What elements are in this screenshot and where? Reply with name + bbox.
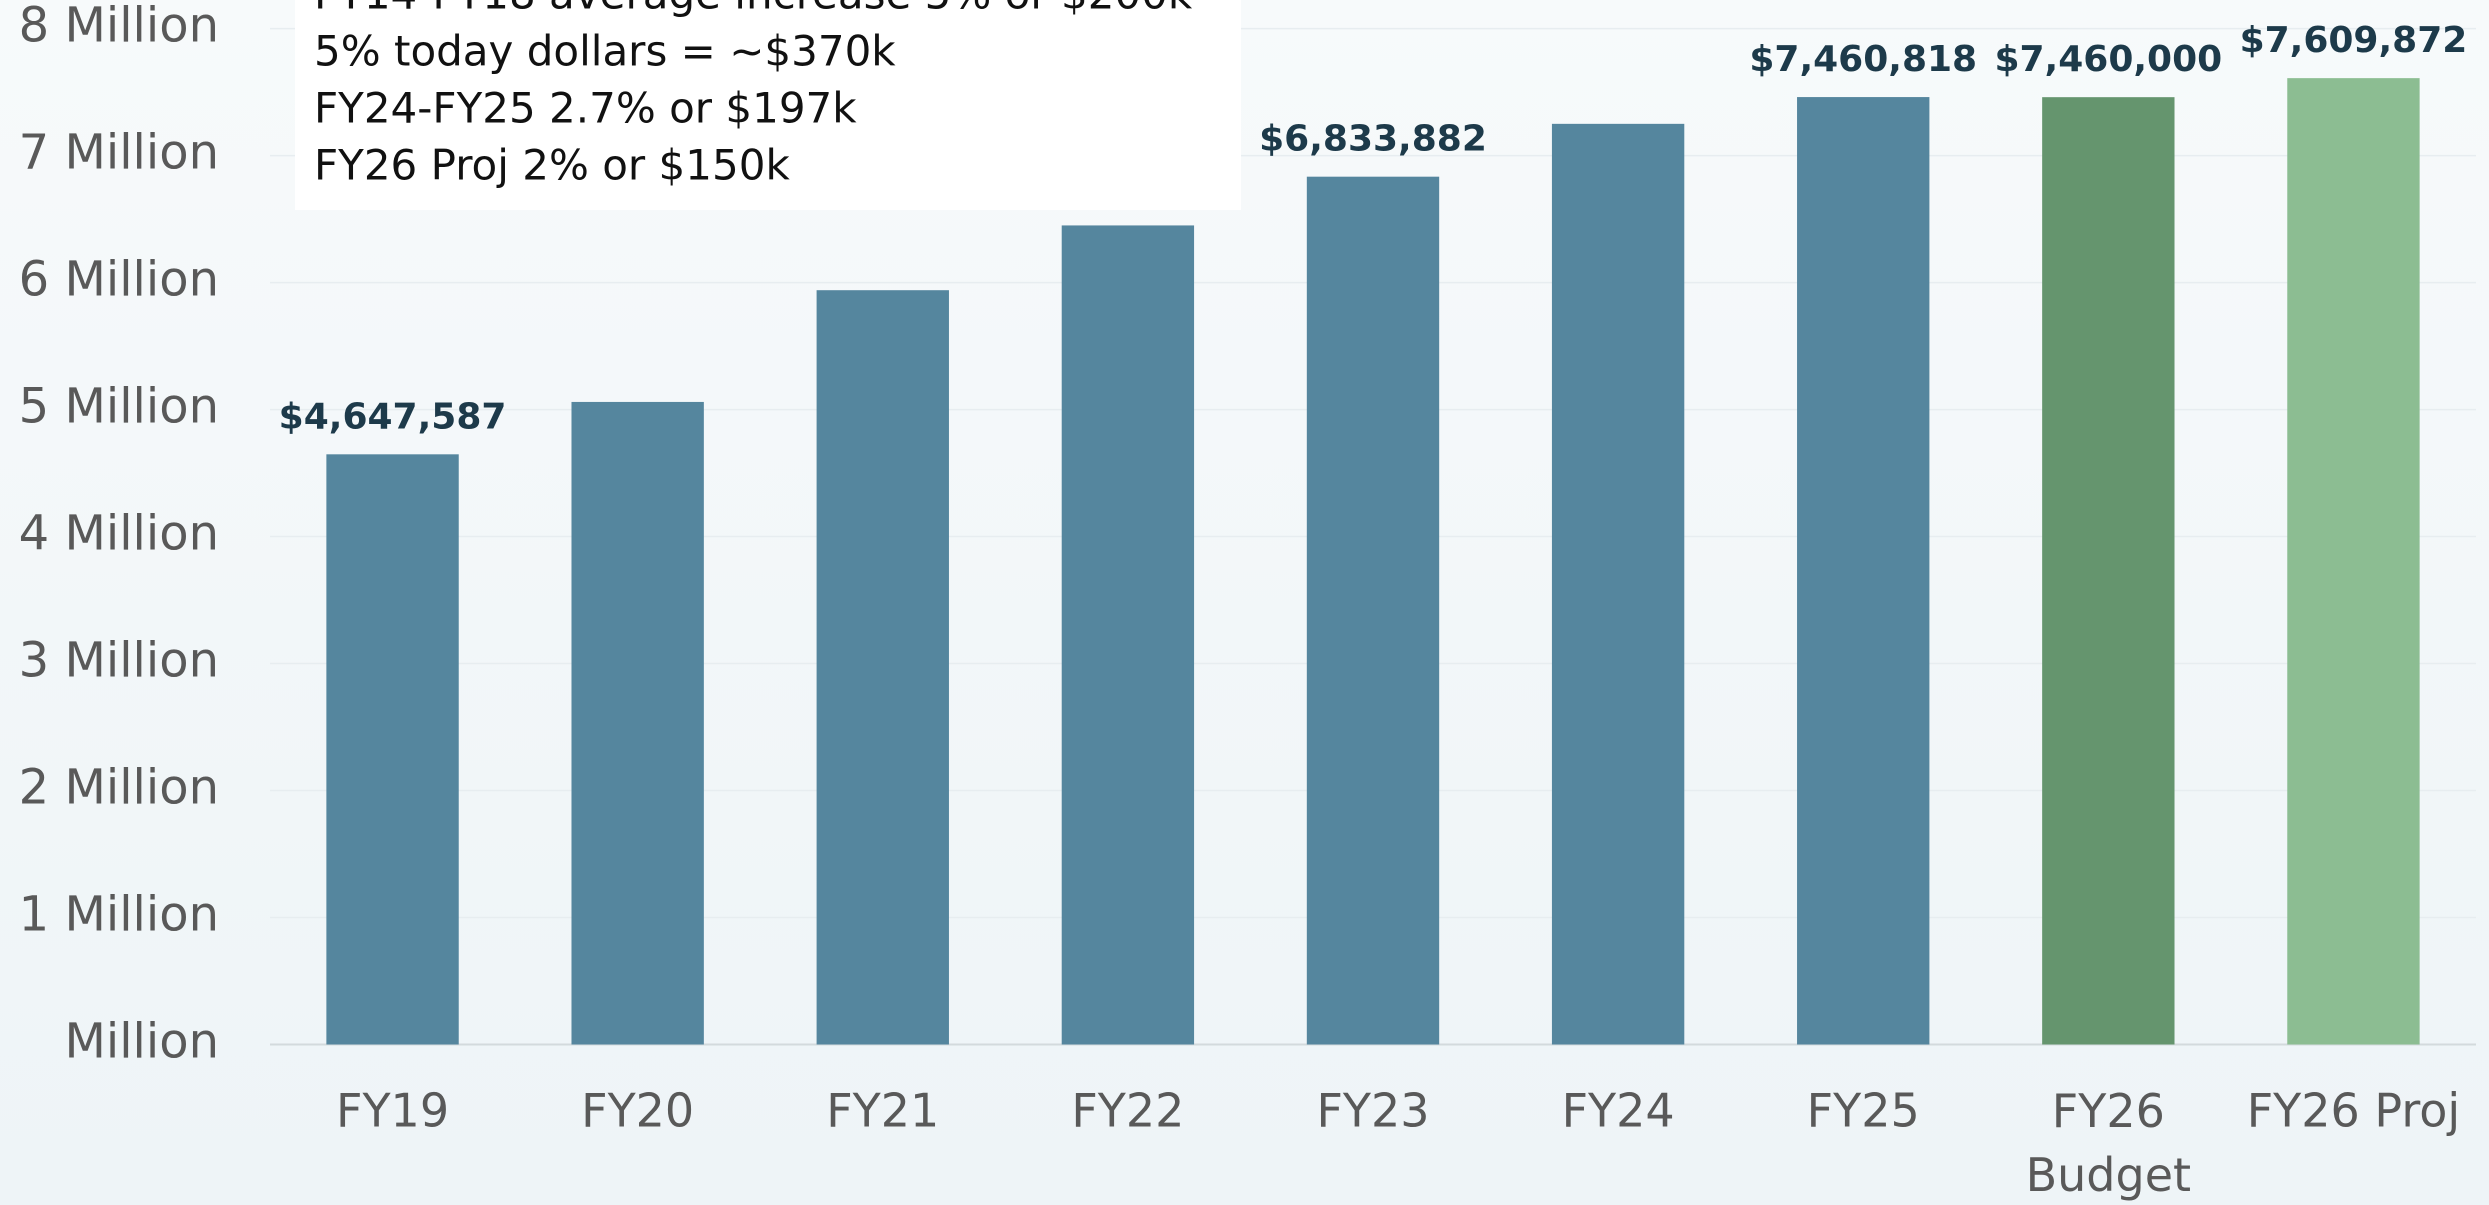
y-tick-label: Million <box>64 1014 219 1070</box>
x-tick-label: FY21 <box>826 1084 939 1138</box>
x-tick-label: FY19 <box>336 1084 449 1138</box>
x-tick-label: FY26 Budget <box>2026 1084 2191 1202</box>
annotation-box <box>295 0 1241 210</box>
bar <box>1797 97 1930 1045</box>
x-tick-label: FY24 <box>1562 1084 1675 1138</box>
y-tick-label: 1 Million <box>19 887 219 943</box>
annotation-line: 5% today dollars = ~$370k <box>314 27 896 76</box>
bar <box>816 290 949 1045</box>
x-tick-label: FY20 <box>581 1084 694 1138</box>
annotation-line: FY14-FY18 average increase 5% or $200k <box>314 0 1193 19</box>
y-tick-label: 7 Million <box>19 125 219 181</box>
bar <box>571 401 704 1045</box>
value-label: $4,647,587 <box>279 396 507 437</box>
annotation-line: FY24-FY25 2.7% or $197k <box>314 84 857 133</box>
bar <box>1061 225 1195 1045</box>
x-tick-label: FY25 <box>1807 1084 1920 1138</box>
y-tick-label: 3 Million <box>19 633 219 689</box>
bar <box>326 454 459 1045</box>
value-label: $7,460,818 <box>1749 39 1977 80</box>
y-tick-label: 4 Million <box>19 506 219 562</box>
y-tick-label: 8 Million <box>19 0 219 54</box>
value-label: $7,609,872 <box>2240 20 2468 61</box>
y-tick-label: 5 Million <box>19 379 219 435</box>
x-tick-label: FY26 Proj <box>2247 1084 2460 1138</box>
x-tick-label: FY23 <box>1316 1084 1429 1138</box>
bar <box>2287 78 2420 1045</box>
value-label: $6,833,882 <box>1259 119 1487 160</box>
x-tick-label: FY22 <box>1071 1084 1184 1138</box>
annotation-line: FY26 Proj 2% or $150k <box>314 141 790 190</box>
value-label: $7,460,000 <box>1994 39 2222 80</box>
bar <box>1551 123 1685 1045</box>
bar <box>1306 176 1440 1045</box>
y-tick-label: 2 Million <box>19 760 219 816</box>
bar <box>2042 97 2175 1045</box>
y-tick-label: 6 Million <box>19 252 219 308</box>
